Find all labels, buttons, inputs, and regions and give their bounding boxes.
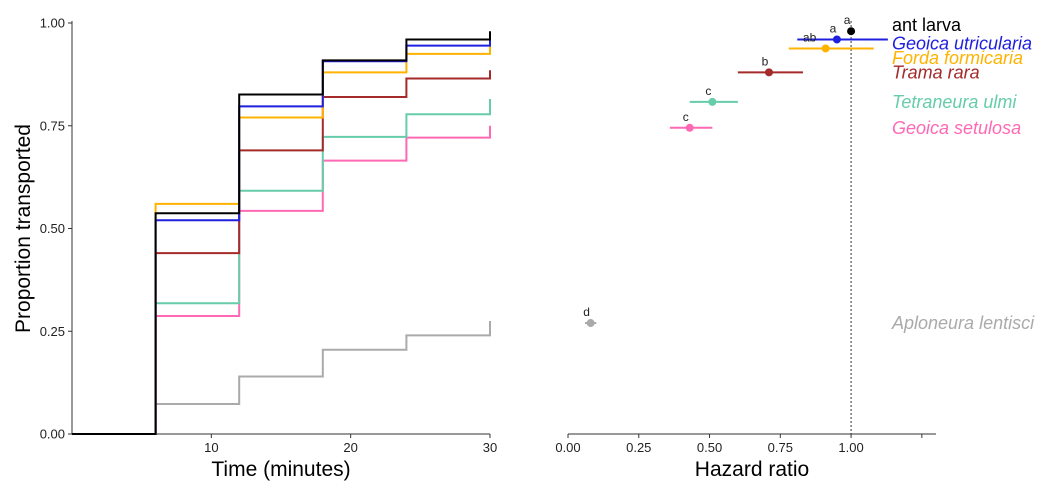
- group-label-aploneura-lentisci: d: [583, 305, 590, 319]
- group-label-tetraneura-ulmi: c: [705, 84, 711, 98]
- legend-label-ant-larva: ant larva: [892, 15, 962, 35]
- y-tick-label: 0.75: [40, 118, 65, 133]
- legend-label-tetraneura-ulmi: Tetraneura ulmi: [892, 92, 1017, 112]
- legend-label-geoica-setulosa: Geoica setulosa: [892, 118, 1021, 138]
- x-tick-label: 10: [204, 440, 218, 455]
- legend-label-aploneura-lentisci: Aploneura lentisci: [891, 313, 1035, 333]
- point-trama-rara: [764, 68, 773, 77]
- point-geoica-setulosa: [685, 123, 694, 132]
- y-tick-label: 0.50: [40, 221, 65, 236]
- legend-label-trama-rara: Trama rara: [892, 62, 980, 82]
- legend-label-forda-formicaria: Forda formicaria: [892, 48, 1023, 68]
- y-tick-label: 0.00: [40, 427, 65, 442]
- x-tick-label: 0.75: [768, 440, 793, 455]
- y-axis-title: Proportion transported: [12, 124, 35, 333]
- group-label-forda-formicaria: ab: [803, 30, 817, 44]
- x-tick-label: 1.00: [838, 440, 863, 455]
- point-aploneura-lentisci: [586, 319, 595, 328]
- step-line-geoica-utricularia: [72, 39, 491, 435]
- x-tick-label: 30: [483, 440, 497, 455]
- group-label-geoica-setulosa: c: [683, 110, 689, 124]
- x-tick-label: 0.50: [697, 440, 722, 455]
- y-tick-label: 0.25: [40, 324, 65, 339]
- x-axis-title: Hazard ratio: [695, 458, 809, 481]
- point-forda-formicaria: [821, 44, 830, 53]
- step-line-trama-rara: [72, 70, 491, 435]
- legend-label-geoica-utricularia: Geoica utricularia: [892, 34, 1032, 54]
- step-line-ant-larva: [72, 31, 491, 435]
- group-label-geoica-utricularia: a: [830, 21, 837, 35]
- step-line-aploneura-lentisci: [72, 320, 491, 435]
- cumulative-transport-plot: 0.00 0.25 0.50 0.75 1.00 10 20 30 Time (minutes)…: [12, 16, 497, 482]
- x-axis-title: Time (minutes): [211, 458, 350, 481]
- y-tick-label: 1.00: [40, 16, 65, 31]
- point-geoica-utricularia: [832, 35, 841, 44]
- x-tick-label: 20: [343, 440, 357, 455]
- step-line-geoica-setulosa: [72, 125, 491, 435]
- x-tick-label: 0.25: [626, 440, 651, 455]
- group-label-ant-larva: a: [844, 13, 851, 27]
- point-ant-larva: [847, 27, 856, 36]
- point-tetraneura-ulmi: [708, 97, 717, 106]
- x-tick-label: 0.00: [555, 440, 580, 455]
- step-line-tetraneura-ulmi: [72, 99, 491, 435]
- group-label-trama-rara: b: [762, 54, 769, 68]
